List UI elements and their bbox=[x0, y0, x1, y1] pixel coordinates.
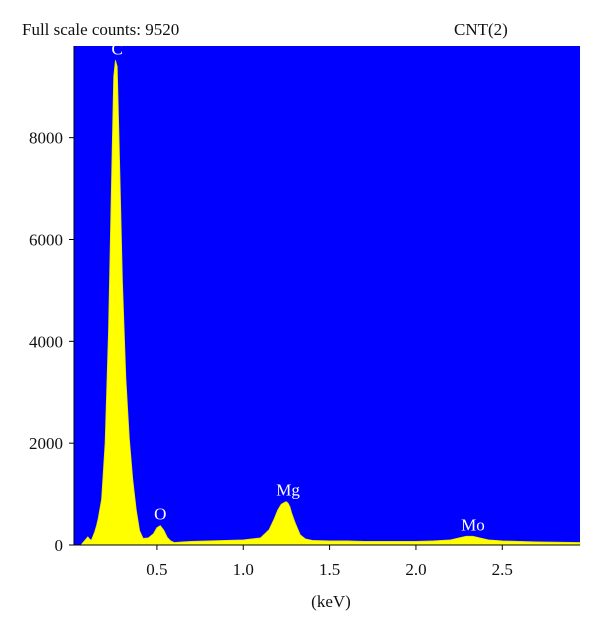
y-tick-label: 0 bbox=[55, 536, 64, 555]
x-tick-label: 1.0 bbox=[233, 560, 254, 579]
x-tick-label: 2.5 bbox=[492, 560, 513, 579]
peak-label-mg: Mg bbox=[276, 481, 300, 500]
spectrum-area bbox=[80, 60, 581, 546]
x-tick-label: 1.5 bbox=[319, 560, 340, 579]
x-tick-label: 2.0 bbox=[405, 560, 426, 579]
y-tick-label: 8000 bbox=[29, 129, 63, 148]
x-axis-label: (keV) bbox=[311, 592, 351, 611]
axes: 0 2000 4000 6000 8000 0.5 1.0 1.5 2.0 2.5 bbox=[29, 46, 580, 579]
peak-labels: C O Mg Mo bbox=[112, 39, 485, 534]
peak-label-c: C bbox=[112, 39, 123, 58]
sample-name-label: CNT(2) bbox=[454, 20, 508, 39]
y-tick-label: 2000 bbox=[29, 434, 63, 453]
full-scale-counts-label: Full scale counts: 9520 bbox=[22, 20, 180, 39]
y-tick-label: 4000 bbox=[29, 332, 63, 351]
peak-label-o: O bbox=[154, 505, 166, 524]
x-tick-label: 0.5 bbox=[146, 560, 167, 579]
spectrum-layer bbox=[80, 60, 581, 546]
plot-area bbox=[74, 46, 580, 545]
y-tick-label: 6000 bbox=[29, 230, 63, 249]
peak-label-mo: Mo bbox=[461, 515, 485, 534]
